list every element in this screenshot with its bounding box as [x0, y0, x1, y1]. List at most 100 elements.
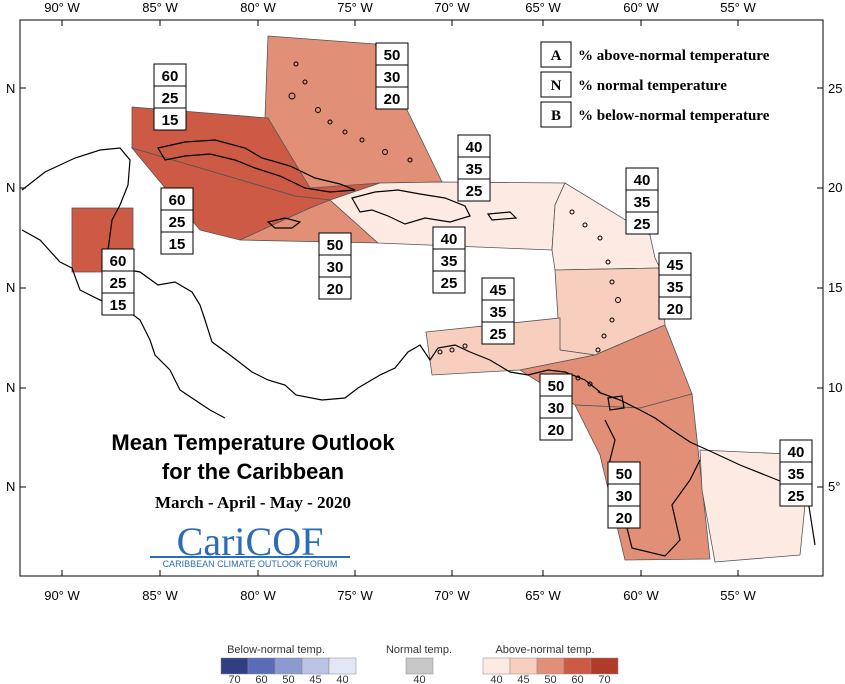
- legend-swatches: 70 60 50 45 40 40 40 45 50 60 70: [220, 657, 619, 684]
- lat-label-left: N: [6, 180, 15, 195]
- legend-tick: 40: [336, 674, 348, 684]
- lon-label-top: 60° W: [623, 0, 659, 15]
- forecast-zones: [71, 35, 811, 563]
- small-islands: [288, 61, 621, 387]
- legend-tick: 40: [413, 674, 425, 684]
- lon-label-top: 65° W: [525, 0, 561, 15]
- legend-tick: 60: [571, 674, 583, 684]
- prob-box: [607, 505, 641, 529]
- lon-label-bottom: 70° W: [434, 588, 470, 603]
- key-text-normal: % normal temperature: [578, 78, 727, 94]
- lon-label-bottom: 80° W: [240, 588, 276, 603]
- lat-label-right: 15: [828, 280, 842, 295]
- map-title: Mean Temperature Outlook for the Caribbe…: [111, 430, 395, 512]
- mexico-coast: [21, 229, 226, 419]
- prob-value: 50: [384, 47, 401, 64]
- prob-value: 15: [162, 112, 179, 129]
- lon-labels-top: 90° W 85° W 80° W 75° W 70° W 65° W 60° …: [44, 0, 756, 15]
- key-text-above: % above-normal temperature: [578, 48, 770, 64]
- prob-box: [101, 292, 135, 316]
- legend-swatch: [301, 657, 330, 675]
- probability-boxes: 50 30 20 60 25 15 60 25 15 60 25 15 50 30 20 40 35 25 40 35…: [101, 42, 813, 529]
- prob-value: 35: [788, 466, 805, 483]
- legend-above-label: Above-normal temp.: [495, 644, 594, 656]
- key-letter-above: A: [551, 48, 562, 64]
- legend-tick: 50: [544, 674, 556, 684]
- zone-guyana: [574, 393, 711, 561]
- prob-value: 25: [466, 183, 483, 200]
- prob-value: 35: [634, 194, 651, 211]
- prob-box: [375, 86, 409, 110]
- prob-value: 20: [548, 422, 565, 439]
- color-legend: Below-normal temp. Normal temp. Above-no…: [220, 644, 619, 684]
- legend-normal-label: Normal temp.: [386, 644, 452, 656]
- prob-value: 30: [548, 400, 565, 417]
- legend-swatch: [536, 657, 565, 675]
- legend-swatch: [247, 657, 276, 675]
- legend-swatch: [509, 657, 538, 675]
- prob-value: 40: [466, 139, 483, 156]
- lon-label-bottom: 90° W: [44, 588, 80, 603]
- prob-value: 45: [490, 282, 507, 299]
- lon-label-bottom: 55° W: [720, 588, 756, 603]
- key-box-below: [540, 101, 572, 128]
- legend-tick: 45: [517, 674, 529, 684]
- coastlines: [21, 139, 816, 557]
- prob-box: [160, 231, 194, 255]
- legend-swatch: [220, 657, 249, 675]
- lat-labels: N N N N N 25 20 15 10 5°: [6, 81, 842, 494]
- trinidad-coast: [607, 395, 625, 411]
- prob-value: 60: [110, 253, 127, 270]
- lon-label-top: 85° W: [142, 0, 178, 15]
- legend-swatch: [590, 657, 619, 675]
- prob-value: 35: [441, 253, 458, 270]
- key-text-below: % below-normal temperature: [578, 108, 770, 124]
- lon-label-bottom: 65° W: [525, 588, 561, 603]
- prob-value: 60: [169, 192, 186, 209]
- lat-label-left: N: [6, 280, 15, 295]
- legend-tick: 60: [255, 674, 267, 684]
- legend-swatch: [405, 657, 434, 675]
- prob-value: 20: [327, 281, 344, 298]
- prob-box: [481, 321, 515, 345]
- legend-swatch: [482, 657, 511, 675]
- prob-value: 25: [788, 488, 805, 505]
- lat-label-right: 10: [828, 380, 842, 395]
- prob-value: 15: [169, 236, 186, 253]
- hispaniola-coast: [351, 189, 471, 225]
- prob-box: [625, 211, 659, 235]
- prob-box: [153, 107, 187, 131]
- prob-value: 30: [384, 69, 401, 86]
- prob-value: 50: [548, 378, 565, 395]
- title-line-1: Mean Temperature Outlook: [111, 430, 395, 455]
- prob-value: 25: [441, 275, 458, 292]
- lat-label-right: 20: [828, 180, 842, 195]
- prob-value: 20: [667, 301, 684, 318]
- prob-value: 50: [616, 466, 633, 483]
- guyana-border: [604, 419, 701, 557]
- lon-label-bottom: 60° W: [623, 588, 659, 603]
- lat-label-right: 25: [828, 81, 842, 96]
- prob-value: 35: [490, 304, 507, 321]
- prob-box: [539, 417, 573, 441]
- probability-key: A N B % above-normal temperature % norma…: [540, 41, 770, 128]
- caricof-logo: CariCOF CARIBBEAN CLIMATE OUTLOOK FORUM: [150, 519, 350, 569]
- title-line-2: for the Caribbean: [162, 459, 344, 484]
- jamaica-coast: [266, 217, 302, 229]
- lat-label-right: 5°: [828, 479, 840, 494]
- prob-value: 30: [616, 488, 633, 505]
- prob-value: 25: [634, 216, 651, 233]
- prob-value: 40: [634, 172, 651, 189]
- lon-label-top: 90° W: [44, 0, 80, 15]
- lon-label-bottom: 75° W: [337, 588, 373, 603]
- legend-tick: 45: [309, 674, 321, 684]
- legend-tick: 50: [282, 674, 294, 684]
- lon-label-top: 55° W: [720, 0, 756, 15]
- cuba-coast: [157, 139, 356, 193]
- logo-tagline: CARIBBEAN CLIMATE OUTLOOK FORUM: [163, 559, 338, 569]
- title-period: March - April - May - 2020: [155, 493, 351, 512]
- prob-value: 40: [441, 231, 458, 248]
- prob-value: 25: [162, 90, 179, 107]
- lon-label-top: 80° W: [240, 0, 276, 15]
